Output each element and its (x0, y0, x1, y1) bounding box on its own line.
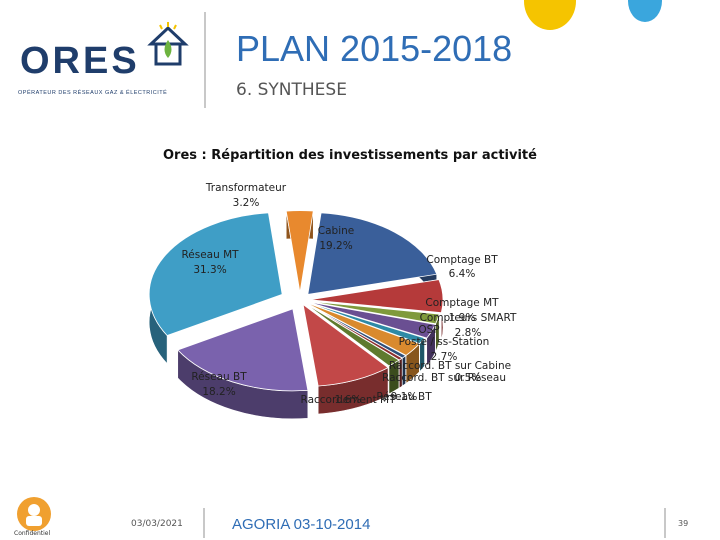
chart-title: Ores : Répartition des investissements p… (163, 148, 537, 163)
pie-slice-label: Réseau MT (181, 249, 239, 261)
pie-slice (307, 300, 440, 325)
pie-slice-value-label: 31.3% (193, 264, 226, 276)
pie-slice-value-label: 1.6% (335, 394, 362, 406)
house-icon (147, 22, 189, 66)
pie-slice (304, 301, 421, 356)
pie-slice (303, 302, 400, 367)
footer-event: AGORIA 03-10-2014 (232, 516, 371, 533)
pie-slice-label: Réseau BT (376, 391, 432, 403)
pie-slice (285, 210, 314, 293)
pie-slice (307, 212, 438, 295)
pie-slice-label: OSP (418, 324, 439, 336)
pie-slice-value-label: 1.9% (449, 312, 476, 324)
pie-slice (148, 212, 283, 337)
slide-header: ORES OPÉRATEUR DES RÉSEAUX GAZ & ÉLECTRI… (0, 0, 720, 118)
pie-slice-label: Comptage MT (425, 297, 499, 309)
pie-slice-value-label: 6.4% (449, 268, 476, 280)
logo-wordmark: ORES (20, 40, 140, 82)
decorative-blue-shape (628, 0, 662, 22)
pie-slice-label: Comptage BT (426, 254, 498, 266)
pie-slice-label: Raccord. BT sur Cabine (389, 360, 511, 372)
page-number: 39 (678, 519, 689, 528)
pie-slice-value-label: 18.2% (202, 386, 235, 398)
footer-divider (664, 508, 666, 538)
page-title: PLAN 2015-2018 (236, 28, 513, 69)
logo-tagline: OPÉRATEUR DES RÉSEAUX GAZ & ÉLECTRICITÉ (18, 90, 168, 96)
pie-slice (305, 301, 426, 344)
pie-slice (309, 279, 444, 314)
pie-slices (148, 210, 444, 392)
pie-slice-label: Cabine (318, 225, 354, 237)
pie-slice (177, 308, 309, 392)
ores-logo: ORES OPÉRATEUR DES RÉSEAUX GAZ & ÉLECTRI… (14, 22, 194, 96)
pie-slice-value-label: 9.1% (391, 391, 418, 403)
pie-slice-value-label: 2.8% (455, 327, 482, 339)
pie-slice (302, 303, 389, 387)
pie-slice (307, 301, 436, 339)
footer-divider (203, 508, 205, 538)
slide-footer (0, 492, 720, 540)
footer-date: 03/03/2021 (131, 519, 183, 529)
pie-labels: Cabine 19.2% Comptage BT 6.4% Comptage MT 1.9… (181, 182, 517, 406)
pie-slice-value-label: 19.2% (319, 240, 352, 252)
pie-slice-label: Raccordement MT (301, 394, 397, 406)
pie-slice-label: Compteurs SMART (420, 312, 517, 324)
confidential-logo-icon (17, 497, 51, 531)
footer-logo-caption: Confidentiel (14, 530, 51, 537)
pie-slice-label: Transformateur (205, 182, 287, 194)
pie-slice-label: Réseau BT (191, 371, 247, 383)
pie-slice-value-label: 2.7% (431, 351, 458, 363)
pie-slice-label: Raccord. BT sur Réseau (382, 372, 506, 384)
pie-slice-label: Poste / ss-Station (399, 336, 490, 348)
page-subtitle: 6. SYNTHESE (236, 80, 347, 100)
header-divider (204, 12, 206, 108)
pie-slice-value-label: 3.2% (233, 197, 260, 209)
pie-slice-value-label: 0.5% (455, 372, 482, 384)
